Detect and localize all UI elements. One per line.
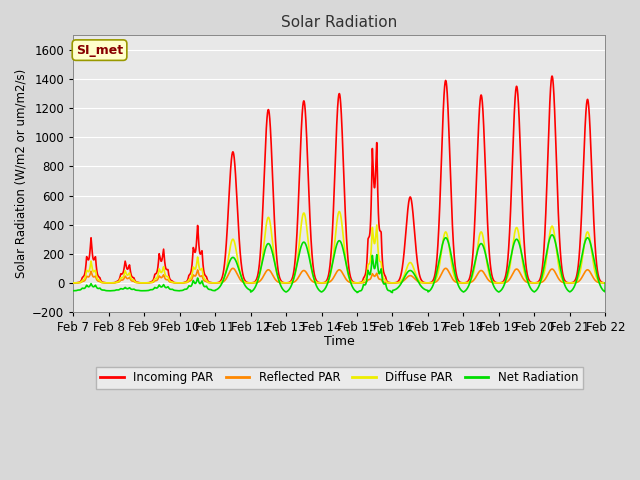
Text: SI_met: SI_met <box>76 44 123 57</box>
Title: Solar Radiation: Solar Radiation <box>281 15 397 30</box>
X-axis label: Time: Time <box>324 336 355 348</box>
Y-axis label: Solar Radiation (W/m2 or um/m2/s): Solar Radiation (W/m2 or um/m2/s) <box>15 69 28 278</box>
Legend: Incoming PAR, Reflected PAR, Diffuse PAR, Net Radiation: Incoming PAR, Reflected PAR, Diffuse PAR… <box>95 367 583 389</box>
